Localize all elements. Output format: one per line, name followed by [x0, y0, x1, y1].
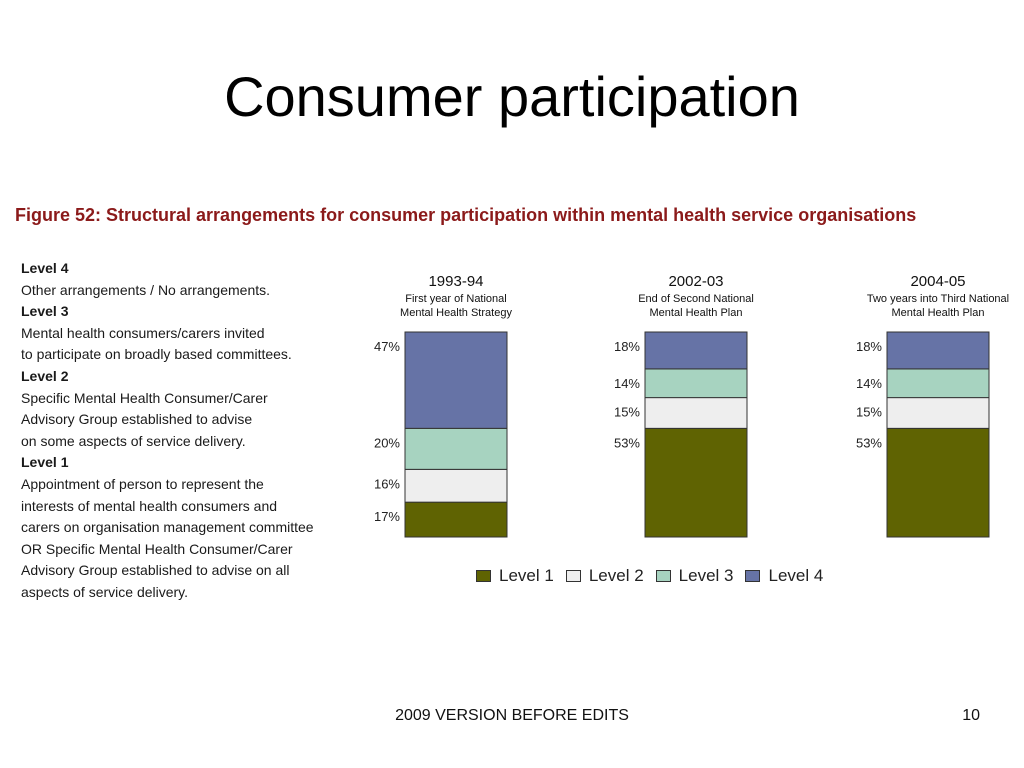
level-description-line: aspects of service delivery.: [21, 583, 189, 600]
data-label: 53%: [614, 435, 640, 450]
level-heading: Level 3: [21, 303, 69, 320]
category-subtitle: First year of National: [405, 293, 506, 305]
bar-segment: [644, 397, 748, 429]
slide-footer: 2009 VERSION BEFORE EDITS: [395, 707, 629, 724]
category-subtitle: Mental Health Strategy: [400, 307, 512, 319]
data-label: 14%: [614, 376, 640, 391]
data-label: 47%: [374, 339, 400, 354]
level-description-line: Advisory Group established to advise on …: [21, 562, 290, 579]
level-description-line: Appointment of person to represent the: [21, 475, 264, 492]
data-label: 16%: [374, 476, 400, 491]
data-label: 53%: [856, 435, 882, 450]
stacked-bar-chart: 1993-94 First year of National Mental Heal…: [374, 273, 1009, 538]
bar-segment: [644, 331, 748, 370]
bar-segment: [886, 331, 990, 370]
legend-swatch: [565, 570, 581, 582]
data-label: 15%: [614, 405, 640, 420]
slide-title: Consumer participation: [224, 65, 800, 128]
page-number: 10: [962, 707, 980, 724]
data-label: 15%: [856, 405, 882, 420]
bar-segment: [886, 397, 990, 429]
legend-label: Level 1: [499, 566, 554, 585]
legend-label: Level 2: [588, 566, 644, 585]
data-label: 14%: [856, 376, 882, 391]
level-description-line: on some aspects of service delivery.: [21, 432, 246, 449]
legend-label: Level 3: [678, 566, 734, 585]
category-label: 1993-94: [428, 273, 483, 290]
data-label: 18%: [856, 339, 882, 354]
bar-segment: [404, 331, 508, 429]
chart-legend: Level 1 Level 2 Level 3 Level 4: [476, 565, 835, 587]
category-subtitle: End of Second National: [638, 293, 754, 305]
level-description-line: Advisory Group established to advise: [21, 411, 253, 428]
bar-segment: [404, 468, 508, 503]
legend-item: Level 4: [745, 566, 823, 586]
level-description-line: Other arrangements / No arrangements.: [21, 281, 271, 298]
level-heading: Level 2: [21, 367, 69, 384]
level-heading: Level 1: [21, 454, 69, 471]
level-descriptions: Level 4 Other arrangements / No arrangeme…: [21, 258, 351, 604]
category-label: 2002-03: [668, 273, 723, 290]
data-label: 18%: [614, 339, 640, 354]
bar-segment: [404, 427, 508, 470]
level-description-line: Specific Mental Health Consumer/Carer: [21, 389, 268, 406]
bar-segment: [886, 368, 990, 399]
level-heading: Level 4: [21, 260, 69, 276]
level-description-line: interests of mental health consumers and: [21, 497, 278, 514]
category-label: 2004-05: [910, 273, 965, 290]
figure-title: Figure 52: Structural arrangements for c…: [15, 205, 917, 225]
legend-swatch: [745, 570, 761, 582]
level-description-line: carers on organisation management commit…: [21, 519, 314, 536]
data-label: 20%: [374, 435, 400, 450]
bar-segment: [644, 427, 748, 538]
level-description-line: to participate on broadly based committe…: [21, 346, 292, 363]
legend-item: Level 1: [476, 566, 554, 586]
legend-item: Level 3: [655, 566, 734, 586]
legend-item: Level 2: [565, 566, 644, 586]
legend-label: Level 4: [768, 566, 824, 585]
category-subtitle: Mental Health Plan: [650, 307, 743, 319]
bar-segment: [404, 501, 508, 538]
category-subtitle: Two years into Third National: [867, 293, 1009, 305]
bar-segment: [886, 427, 990, 538]
level-description-line: Mental health consumers/carers invited: [21, 324, 265, 341]
level-description-line: OR Specific Mental Health Consumer/Carer: [21, 540, 293, 557]
legend-swatch: [476, 570, 491, 582]
legend-swatch: [655, 570, 671, 582]
bar-segment: [644, 368, 748, 399]
category-subtitle: Mental Health Plan: [892, 307, 985, 319]
data-label: 17%: [374, 509, 400, 524]
